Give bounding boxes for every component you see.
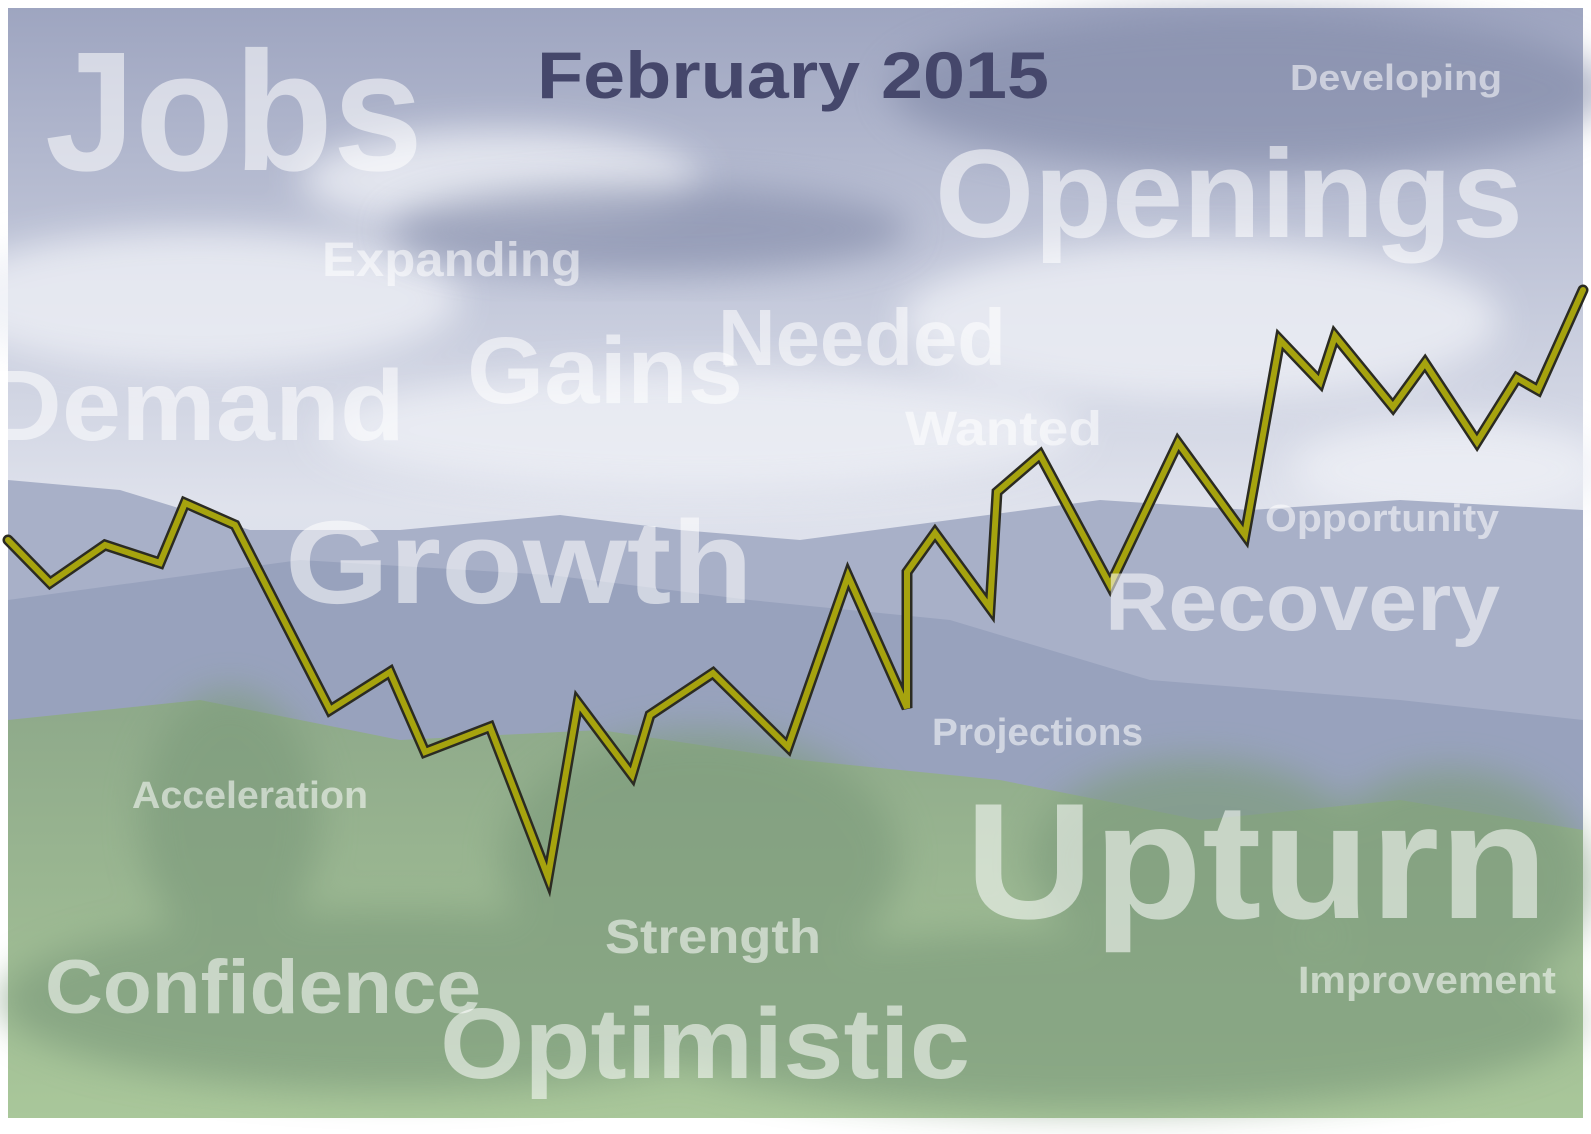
word: Developing [1290,57,1502,98]
word: Opportunity [1265,498,1499,540]
word: Growth [285,497,753,629]
word: Strength [605,911,821,964]
title: February 2015 [537,38,1049,112]
word: Projections [932,712,1143,754]
word: Wanted [905,403,1102,456]
trend-line [2,284,1589,898]
word: Recovery [1105,557,1500,648]
word: Upturn [965,769,1548,953]
word: Optimistic [440,988,970,1100]
word: Expanding [322,234,582,287]
word: Acceleration [132,775,368,817]
word-cloud: Jobs Developing Openings Expanding Gains… [0,17,1556,1100]
word: Jobs [45,17,423,207]
word: Improvement [1298,960,1556,1002]
word: Openings [935,125,1523,264]
word: Demand [0,350,405,462]
word: Needed [718,293,1006,382]
word: Confidence [45,945,481,1030]
background [0,8,1591,1118]
word: Gains [467,318,743,424]
